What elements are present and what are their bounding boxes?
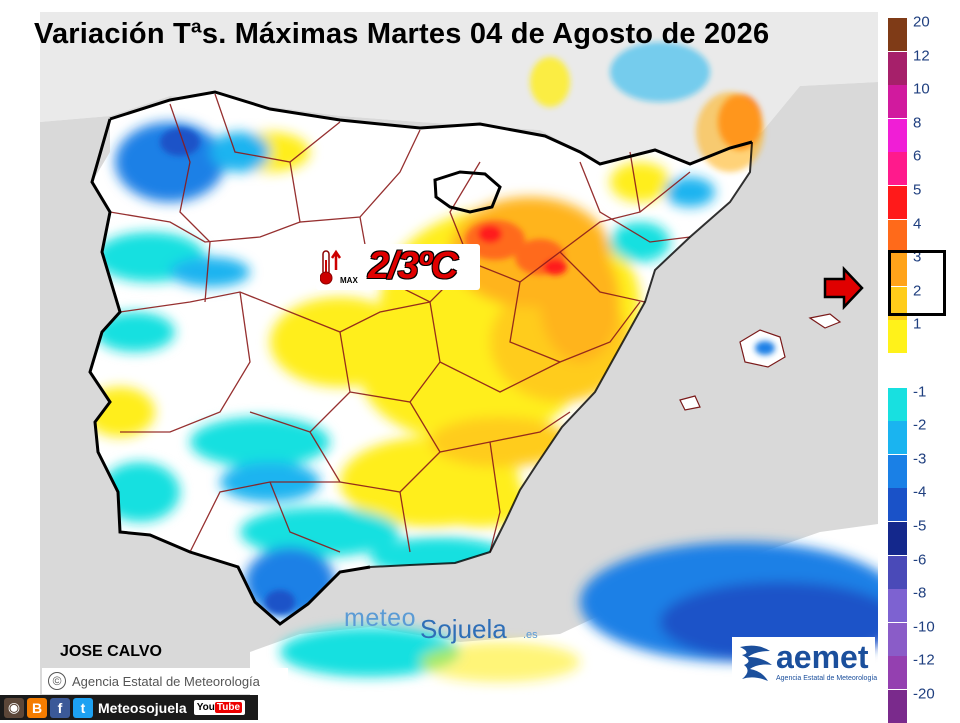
agency-credit-text: Agencia Estatal de Meteorología bbox=[72, 673, 260, 689]
legend-label: 8 bbox=[913, 114, 922, 132]
legend-swatch bbox=[888, 555, 907, 589]
legend-label: -12 bbox=[913, 651, 935, 669]
brand-meteo: meteo bbox=[344, 604, 416, 632]
legend-swatch bbox=[888, 320, 907, 354]
brand-tld: .es bbox=[523, 629, 538, 641]
legend-swatch bbox=[888, 622, 907, 656]
legend-label: -3 bbox=[913, 450, 927, 468]
legend-swatch bbox=[888, 454, 907, 488]
legend-label: 12 bbox=[913, 47, 930, 65]
legend-label: -1 bbox=[913, 383, 927, 401]
legend-label: -4 bbox=[913, 483, 927, 501]
temperature-callout: MAX 2/3ºC bbox=[316, 244, 480, 290]
brand-sojuela: Sojuela bbox=[420, 614, 507, 644]
legend-swatch bbox=[888, 118, 907, 152]
color-legend: 20 12 10 8 6 5 4 3 2 1 -1 -2 -3 -4 -5 -6 -8 -10 -12 -20 bbox=[888, 12, 960, 723]
iberia-temperature-map bbox=[40, 12, 878, 695]
legend-swatch bbox=[888, 152, 907, 186]
youtube-you: You bbox=[196, 702, 215, 713]
aemet-subtitle: Agencia Estatal de Meteorología bbox=[776, 675, 878, 682]
legend-swatch bbox=[888, 186, 907, 219]
copyright-icon: © bbox=[48, 672, 66, 690]
map-title: Variación Tªs. Máximas Martes 04 de Agos… bbox=[34, 18, 770, 50]
map-area bbox=[40, 12, 878, 695]
legend-swatch bbox=[888, 589, 907, 623]
legend-label: 4 bbox=[913, 215, 922, 233]
arrow-right-icon bbox=[823, 266, 864, 310]
legend-swatch bbox=[888, 18, 907, 51]
legend-swatch bbox=[888, 522, 907, 555]
aemet-logo: aemet Agencia Estatal de Meteorología bbox=[732, 637, 878, 691]
legend-label: 5 bbox=[913, 181, 922, 199]
legend-selected-range bbox=[888, 250, 946, 316]
legend-swatch bbox=[888, 387, 907, 421]
legend-swatch bbox=[888, 690, 907, 723]
social-handle[interactable]: Meteosojuela bbox=[98, 699, 187, 716]
legend-label: 1 bbox=[913, 315, 922, 333]
legend-label: -5 bbox=[913, 517, 927, 535]
youtube-icon[interactable]: You Tube bbox=[193, 700, 246, 715]
instagram-icon[interactable]: ◉ bbox=[4, 697, 24, 718]
youtube-tube: Tube bbox=[214, 702, 243, 713]
legend-swatch bbox=[888, 51, 907, 85]
legend-label: -6 bbox=[913, 551, 927, 569]
legend-label: -2 bbox=[913, 416, 927, 434]
legend-swatch bbox=[888, 488, 907, 522]
social-bar: ◉ B f t Meteosojuela You Tube bbox=[0, 695, 258, 720]
legend-swatch bbox=[888, 354, 907, 387]
legend-swatch bbox=[888, 85, 907, 119]
legend-label: -8 bbox=[913, 584, 927, 602]
blogger-icon[interactable]: B bbox=[27, 697, 47, 718]
legend-swatch bbox=[888, 253, 907, 287]
thermometer-up-icon bbox=[320, 249, 342, 285]
facebook-icon[interactable]: f bbox=[50, 697, 70, 718]
legend-label: 20 bbox=[913, 13, 930, 31]
aemet-wordmark: aemet bbox=[776, 639, 869, 675]
temperature-change-value: 2/3ºC bbox=[368, 245, 458, 287]
max-label: MAX bbox=[340, 276, 358, 285]
twitter-icon[interactable]: t bbox=[73, 697, 93, 718]
legend-label: -20 bbox=[913, 685, 935, 703]
legend-label: 2 bbox=[913, 282, 922, 300]
author-name: JOSE CALVO bbox=[60, 643, 162, 660]
legend-label: 6 bbox=[913, 147, 922, 165]
legend-label: -10 bbox=[913, 618, 935, 636]
legend-label: 10 bbox=[913, 80, 930, 98]
legend-swatch bbox=[888, 286, 907, 320]
aemet-swirl-icon bbox=[740, 645, 772, 681]
legend-swatch bbox=[888, 219, 907, 253]
legend-label: 3 bbox=[913, 248, 922, 266]
legend-swatch bbox=[888, 421, 907, 455]
agency-credit: © Agencia Estatal de Meteorología bbox=[42, 668, 288, 694]
legend-swatch bbox=[888, 656, 907, 690]
